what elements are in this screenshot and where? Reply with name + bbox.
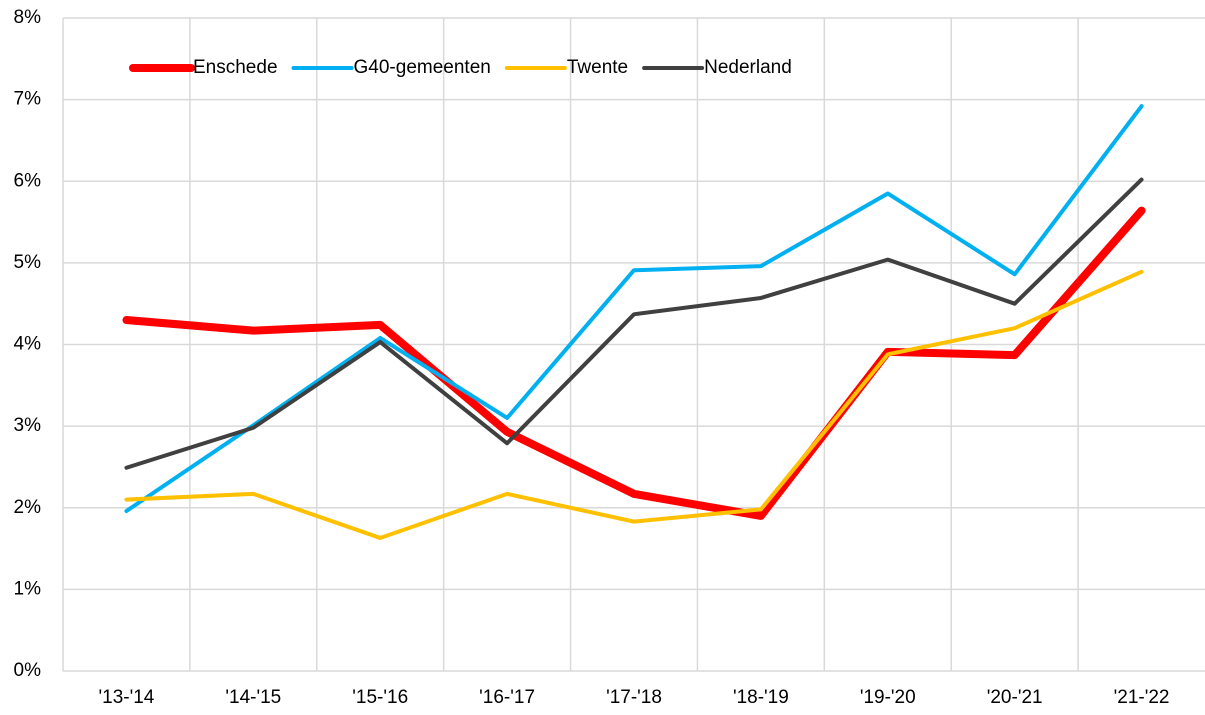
y-tick-label: 5% [14,252,42,273]
x-tick-label: '19-'20 [860,687,916,708]
y-tick-label: 2% [14,497,42,518]
x-tick-label: '16-'17 [479,687,535,708]
x-tick-label: '14-'15 [225,687,281,708]
y-tick-label: 8% [14,7,42,28]
x-tick-label: '13-'14 [99,687,155,708]
series-line [124,104,1144,514]
x-tick-label: '15-'16 [352,687,408,708]
legend-label: Nederland [704,57,792,78]
y-tick-label: 0% [14,660,42,681]
y-tick-label: 4% [14,334,42,355]
legend-label: Enschede [193,57,278,78]
legend-label: G40-gemeenten [354,57,491,78]
y-tick-label: 7% [14,89,42,110]
y-tick-label: 1% [14,578,42,599]
series-line [122,206,1146,520]
series-line [124,269,1144,540]
x-tick-label: '21-'22 [1114,687,1170,708]
x-tick-label: '18-'19 [733,687,789,708]
legend-label: Twente [567,57,628,78]
y-tick-label: 6% [14,170,42,191]
y-tick-label: 3% [14,415,42,436]
x-tick-label: '20-'21 [987,687,1043,708]
x-tick-label: '17-'18 [606,687,662,708]
series-line [124,177,1144,470]
